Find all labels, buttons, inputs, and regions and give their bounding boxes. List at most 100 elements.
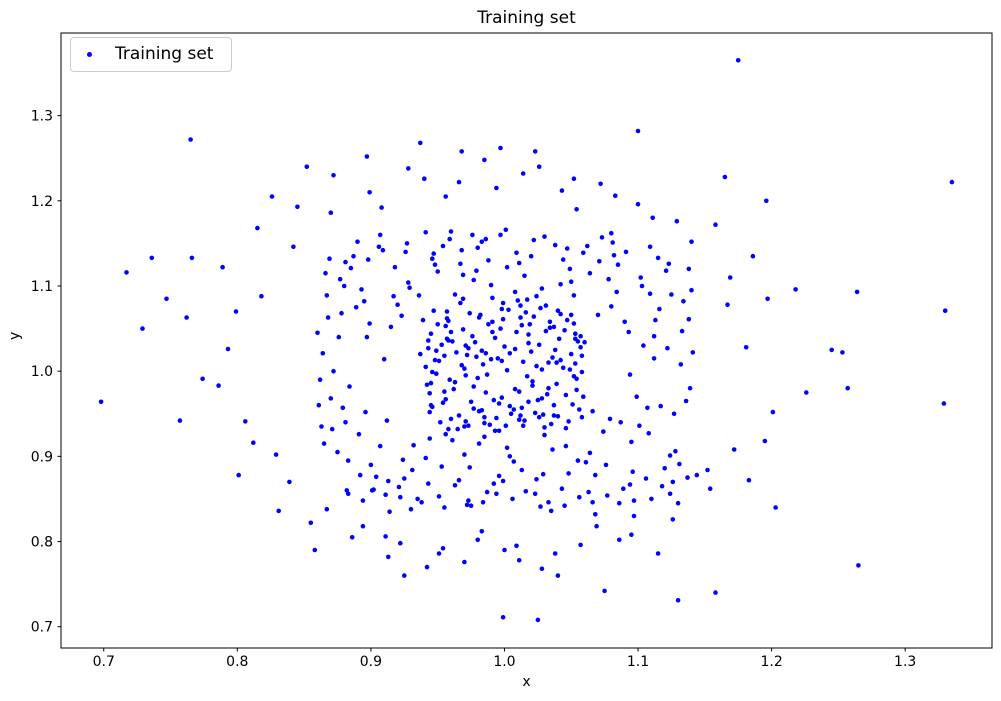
data-point xyxy=(556,336,562,342)
data-point xyxy=(687,385,693,391)
data-point xyxy=(467,465,473,470)
data-point xyxy=(460,272,466,278)
data-point xyxy=(689,239,694,244)
data-point xyxy=(686,266,692,272)
data-point xyxy=(559,486,565,492)
data-point xyxy=(515,298,521,303)
data-point xyxy=(475,375,481,381)
data-point xyxy=(667,491,673,497)
data-point xyxy=(546,500,551,505)
data-point xyxy=(321,441,327,446)
data-point xyxy=(466,423,471,429)
data-point xyxy=(657,306,662,312)
data-point xyxy=(765,296,770,302)
data-point xyxy=(551,402,557,408)
data-point xyxy=(364,154,370,159)
data-point xyxy=(550,355,555,360)
data-point xyxy=(523,310,529,315)
data-point xyxy=(563,392,569,398)
data-point xyxy=(713,222,718,227)
data-point xyxy=(442,389,447,394)
data-point xyxy=(681,299,686,304)
data-point xyxy=(482,434,487,440)
data-point xyxy=(641,343,646,348)
data-point xyxy=(502,344,507,349)
y-tick-label: 0.9 xyxy=(31,449,53,465)
data-point xyxy=(568,279,574,285)
axes-frame xyxy=(60,32,993,649)
data-point xyxy=(369,488,375,493)
data-point xyxy=(406,166,411,171)
data-point xyxy=(365,257,371,262)
data-point xyxy=(550,447,555,452)
data-point xyxy=(353,305,359,310)
data-point xyxy=(399,313,404,319)
data-point xyxy=(518,315,523,320)
data-point xyxy=(287,479,292,485)
data-point xyxy=(532,149,538,154)
data-point xyxy=(468,503,474,509)
data-point xyxy=(200,376,205,382)
data-point xyxy=(595,312,601,318)
data-point xyxy=(551,324,557,330)
data-point xyxy=(500,478,506,484)
data-point xyxy=(484,489,490,495)
data-point xyxy=(432,357,438,363)
data-point xyxy=(243,419,248,424)
data-point xyxy=(690,350,696,355)
y-tick-label: 1.3 xyxy=(31,109,53,125)
data-point xyxy=(562,503,567,509)
data-point xyxy=(532,491,538,497)
data-point xyxy=(518,413,523,418)
data-point xyxy=(403,249,408,255)
data-point xyxy=(424,564,430,570)
data-point xyxy=(376,244,382,250)
data-point xyxy=(534,293,539,299)
data-point xyxy=(439,464,445,469)
data-point xyxy=(463,343,469,348)
data-point xyxy=(520,359,526,365)
data-point xyxy=(479,239,485,244)
data-point xyxy=(383,492,388,498)
data-point xyxy=(402,476,407,481)
data-point xyxy=(590,500,595,505)
data-point xyxy=(503,423,509,429)
data-point xyxy=(430,256,435,262)
y-tick-label: 0.7 xyxy=(31,620,53,636)
data-point xyxy=(543,328,549,334)
data-point xyxy=(317,377,323,383)
data-point xyxy=(531,237,537,243)
data-point xyxy=(548,421,554,427)
data-point xyxy=(418,351,423,357)
data-point xyxy=(488,356,494,362)
data-point xyxy=(518,303,523,308)
data-point xyxy=(516,260,522,266)
data-point xyxy=(539,396,545,401)
data-point xyxy=(348,265,354,271)
data-point xyxy=(492,335,498,341)
data-point xyxy=(336,334,342,340)
data-point xyxy=(651,333,657,339)
data-point xyxy=(563,443,569,449)
data-point xyxy=(773,505,778,510)
data-point xyxy=(547,325,553,331)
data-point xyxy=(177,418,183,423)
data-point xyxy=(554,360,559,365)
data-point xyxy=(124,270,129,275)
data-point xyxy=(432,262,438,268)
data-point xyxy=(434,371,439,377)
data-point xyxy=(439,342,445,348)
data-point xyxy=(514,543,519,549)
data-point xyxy=(427,409,433,415)
data-point xyxy=(674,218,680,224)
data-point xyxy=(423,230,429,235)
data-point xyxy=(562,328,567,333)
data-point xyxy=(500,615,506,620)
data-point xyxy=(426,481,431,486)
data-point xyxy=(546,385,551,391)
scatter-points xyxy=(98,58,955,623)
data-point xyxy=(418,140,423,146)
data-point xyxy=(351,253,356,259)
data-point xyxy=(458,300,463,306)
data-point xyxy=(685,475,690,480)
